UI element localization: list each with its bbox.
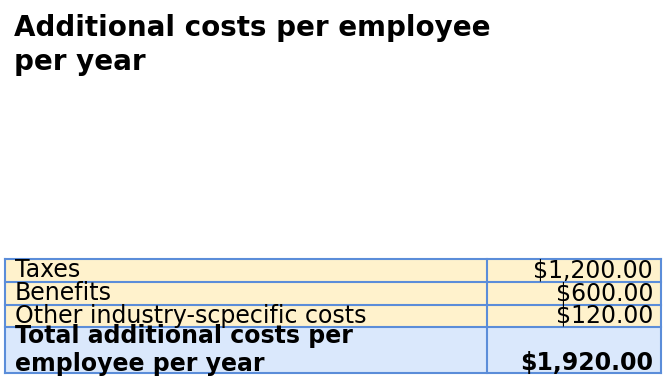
Bar (5, 327, 487, 373)
Bar (487, 327, 661, 373)
Text: $1,200.00: $1,200.00 (533, 258, 653, 282)
Text: $120.00: $120.00 (555, 304, 653, 328)
Bar (5, 305, 487, 327)
Bar (487, 259, 661, 282)
Text: Benefits: Benefits (15, 281, 112, 305)
Text: Additional costs per employee
per year: Additional costs per employee per year (14, 14, 490, 76)
Bar (5, 282, 487, 305)
Bar (5, 259, 487, 282)
Text: Taxes: Taxes (15, 258, 80, 282)
Bar (487, 305, 661, 327)
Text: Other industry-scpecific costs: Other industry-scpecific costs (15, 304, 366, 328)
Text: $1,920.00: $1,920.00 (520, 351, 653, 375)
Text: Total additional costs per
employee per year: Total additional costs per employee per … (15, 324, 353, 376)
Text: $600.00: $600.00 (555, 281, 653, 305)
Bar (487, 282, 661, 305)
